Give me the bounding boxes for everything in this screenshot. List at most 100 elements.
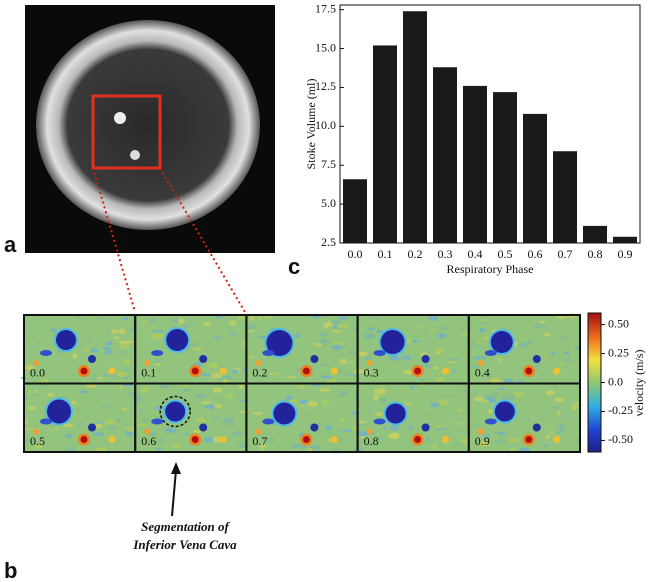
speckle [118,328,126,334]
speckle [497,431,506,436]
speckle [380,398,388,403]
colorbar-label: velocity (m/s) [632,350,646,417]
speckle [50,328,57,333]
vessel [219,436,227,443]
speckle [506,394,517,401]
speckle [367,327,375,331]
speckle [79,390,89,394]
speckle [357,422,364,426]
speckle [62,423,74,428]
x-tick-label: 0.4 [468,247,483,261]
speckle [85,383,97,389]
ivc [166,329,189,351]
speckle [555,335,568,341]
x-tick-label: 0.3 [438,247,453,261]
speckle [298,384,306,389]
bar [343,179,367,243]
bar [583,225,607,243]
speckle [222,417,235,424]
speckle [460,318,467,322]
speckle [429,402,440,408]
speckle [434,424,441,428]
speckle [101,347,112,350]
speckle [116,418,121,423]
vessel [525,436,533,443]
colorbar-tick-label: 0.50 [608,316,629,330]
speckle [495,439,504,444]
speckle [441,394,454,399]
speckle [551,351,556,356]
speckle [121,317,129,321]
speckle [353,368,365,375]
speckle [97,396,102,399]
vessel [199,355,208,363]
vessel [553,367,561,375]
vessel [366,360,373,366]
speckle [428,328,435,332]
speckle [327,378,337,384]
x-tick-label: 0.2 [408,247,423,261]
y-axis-label: Stoke Volume (ml) [304,79,318,170]
speckle [555,429,562,435]
vessel [310,355,319,363]
speckle [72,352,78,359]
y-tick-label: 7.5 [321,157,336,171]
speckle [203,437,215,443]
speckle [471,364,479,370]
mri-vessel [130,150,140,160]
y-tick-label: 12.5 [315,79,336,93]
speckle [558,424,564,428]
colorbar-tick-label: 0.0 [608,374,623,388]
speckle [325,424,333,431]
bar [493,92,517,243]
vessel [80,436,88,443]
speckle [106,341,113,347]
speckle [534,361,541,368]
speckle [321,375,333,379]
speckle [181,384,191,387]
speckle [482,432,491,439]
speckle [212,336,222,340]
speckle [65,434,73,439]
speckle [106,332,111,336]
speckle [227,331,238,336]
speckle [47,393,55,397]
vessel [442,367,450,375]
speckle [407,424,414,431]
vessel [553,436,561,443]
vessel [40,418,52,425]
vessel [477,360,484,366]
speckle [337,323,348,329]
speckle [436,377,445,382]
panel-label: a [4,232,17,257]
panel-label: b [4,558,17,582]
speckle [479,346,488,349]
speckle [142,417,150,424]
speckle [172,443,182,449]
speckle [195,393,207,399]
speckle [390,425,399,431]
speckle [285,376,297,379]
speckle [268,372,280,376]
speckle [549,431,555,435]
speckle [151,318,158,323]
speckle [248,354,255,360]
vessel [262,350,275,356]
vessel [151,350,164,356]
speckle [314,342,323,347]
segmentation [159,395,191,428]
speckle [474,396,484,402]
speckle [22,427,35,431]
vessel [219,367,227,375]
mri-vessel [114,112,126,124]
speckle [487,392,499,399]
speckle [340,417,346,423]
vessel [255,360,262,366]
speckle [165,427,177,433]
speckle [341,429,353,432]
speckle [124,368,130,373]
speckle [571,406,576,411]
colorbar [587,312,602,453]
speckle [370,316,379,321]
vessel [330,367,338,375]
